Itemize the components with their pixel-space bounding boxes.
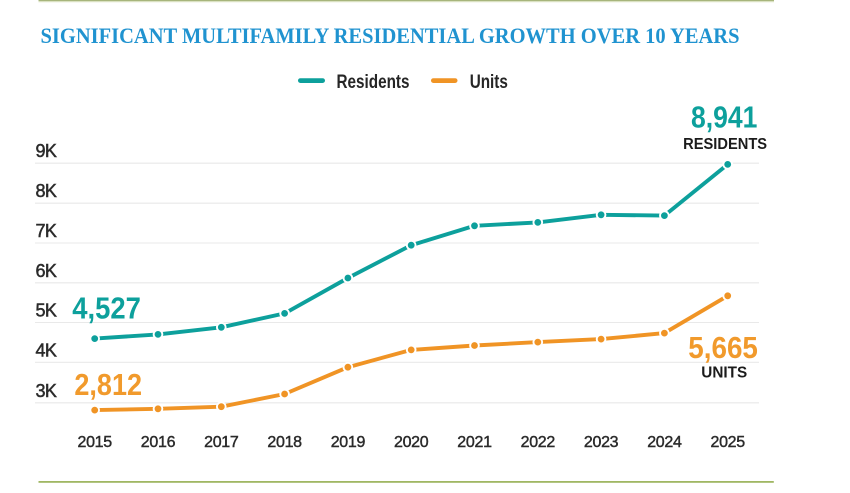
- svg-text:Units: Units: [470, 72, 508, 93]
- svg-text:UNITS: UNITS: [701, 365, 747, 382]
- svg-text:2024: 2024: [647, 434, 682, 451]
- svg-text:7K: 7K: [36, 221, 57, 241]
- svg-text:SIGNIFICANT MULTIFAMILY RESIDE: SIGNIFICANT MULTIFAMILY RESIDENTIAL GROW…: [41, 23, 740, 48]
- svg-text:4,527: 4,527: [72, 291, 141, 326]
- svg-text:2021: 2021: [457, 434, 492, 451]
- svg-text:2023: 2023: [584, 434, 619, 451]
- svg-text:5K: 5K: [36, 301, 57, 321]
- svg-text:2018: 2018: [267, 434, 302, 451]
- svg-text:4K: 4K: [36, 340, 57, 360]
- svg-text:2020: 2020: [394, 434, 429, 451]
- svg-text:RESIDENTS: RESIDENTS: [683, 136, 767, 153]
- svg-text:2022: 2022: [521, 434, 556, 451]
- svg-text:6K: 6K: [36, 261, 57, 281]
- svg-text:2015: 2015: [77, 434, 112, 451]
- svg-text:2019: 2019: [331, 434, 366, 451]
- svg-text:2,812: 2,812: [74, 367, 142, 402]
- svg-text:2025: 2025: [710, 434, 745, 451]
- svg-text:2017: 2017: [204, 434, 239, 451]
- svg-text:Residents: Residents: [337, 72, 410, 93]
- svg-text:3K: 3K: [36, 381, 57, 401]
- svg-text:9K: 9K: [36, 141, 57, 161]
- svg-text:5,665: 5,665: [688, 330, 758, 365]
- svg-text:2016: 2016: [141, 434, 176, 451]
- svg-text:8,941: 8,941: [691, 100, 757, 135]
- svg-text:8K: 8K: [36, 181, 57, 201]
